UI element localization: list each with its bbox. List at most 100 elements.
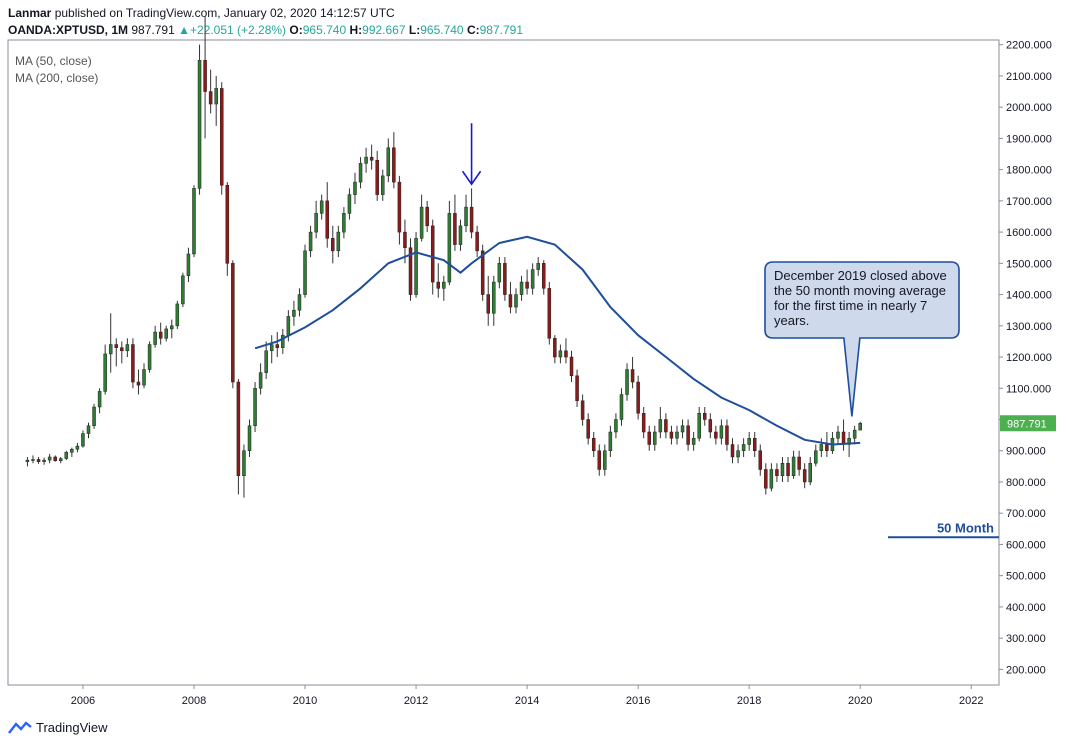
candle-body (775, 469, 779, 476)
callout-text: December 2019 closed above the 50 month … (774, 268, 947, 328)
candle-body (419, 206, 424, 239)
change-value: +22.051 (+2.28%) (189, 23, 287, 37)
candle-body (414, 238, 418, 295)
candle-body (680, 425, 685, 433)
candle-body (686, 425, 690, 445)
candle-body (653, 431, 657, 445)
candle-body (131, 344, 135, 383)
candle-body (75, 445, 80, 450)
x-axis: 2006 2008 2010 2012 2014 2016 2018 2020 2022 (71, 685, 983, 707)
candle-body (408, 247, 413, 295)
candle-body (25, 459, 30, 462)
candle-body (641, 413, 646, 433)
y-tick-label: 1600.000 (1006, 227, 1052, 239)
candle-body (42, 459, 46, 462)
candle-body (247, 425, 252, 451)
candle-body (619, 394, 624, 420)
candle-body (697, 413, 701, 439)
candle-body (564, 350, 568, 358)
open-value: 965.740 (302, 23, 347, 37)
candle-body (314, 213, 318, 233)
ma50-line (254, 235, 861, 446)
candle-body (614, 419, 618, 433)
y-tick-label: 400.000 (1006, 602, 1046, 614)
candle-body (630, 369, 635, 383)
candle-body (197, 60, 202, 189)
price-tag: 987.791 (1000, 415, 1056, 432)
candle-body (625, 369, 629, 395)
candle-body (714, 431, 718, 439)
candle-body (269, 344, 274, 352)
y-tick-label: 2100.000 (1006, 71, 1052, 83)
price-tag-box (1000, 415, 1056, 432)
candle-body (586, 419, 590, 439)
candle-body (192, 188, 196, 255)
candle-body (797, 456, 801, 470)
candle-body (769, 469, 774, 489)
candle-body (164, 328, 168, 339)
candle-body (497, 263, 502, 283)
candle-body (569, 356, 574, 377)
published-line: Lanmar published on TradingView.com, Jan… (8, 6, 395, 20)
high-value: 992.667 (362, 23, 406, 37)
candle-body (142, 369, 146, 386)
candle-body (275, 344, 280, 348)
candle-body (802, 469, 807, 483)
candle-body (825, 444, 829, 451)
candle-body (553, 338, 557, 358)
candle-body (747, 437, 751, 445)
candle-body (647, 431, 651, 445)
candle-body (841, 431, 846, 445)
change-up-icon: ▲ (178, 23, 190, 37)
y-tick-label: 1300.000 (1006, 321, 1052, 333)
high-label: H: (349, 23, 363, 37)
candle-body (486, 294, 490, 314)
candle-body (458, 225, 463, 245)
y-axis: 200.000 300.000 400.000 500.000 600.000 700.0… (999, 40, 1052, 676)
footer-brand[interactable]: TradingView (8, 720, 108, 735)
x-tick-label: 2012 (404, 695, 428, 707)
candle-body (608, 431, 613, 451)
candle-body (503, 263, 507, 295)
x-tick-label: 2006 (71, 695, 95, 707)
indicator-ma50[interactable]: MA (50, close) (15, 54, 92, 68)
y-tick-label: 1700.000 (1006, 196, 1052, 208)
y-tick-label: 1400.000 (1006, 290, 1052, 302)
y-tick-label: 200.000 (1006, 664, 1046, 676)
candle-body (719, 425, 724, 439)
candle-body (580, 400, 585, 420)
candle-body (703, 413, 707, 420)
candle-body (153, 331, 157, 345)
candle-body (64, 452, 69, 459)
candle-body (158, 331, 163, 339)
candle-body (81, 433, 85, 447)
candle-body (136, 381, 141, 386)
candle-body (558, 350, 563, 358)
candle-body (264, 350, 268, 373)
candle-body (342, 213, 346, 233)
candles (25, 16, 862, 498)
candle-body (508, 294, 513, 308)
candle-body (736, 450, 740, 458)
candle-body (336, 231, 341, 252)
candle-body (786, 462, 790, 476)
indicator-ma200[interactable]: MA (200, close) (15, 71, 99, 85)
candle-body (514, 294, 518, 308)
candle-body (691, 437, 696, 445)
candle-body (108, 344, 113, 355)
candle-body (47, 456, 52, 461)
candle-body (547, 288, 552, 339)
candle-body (70, 448, 74, 453)
candle-body (353, 181, 357, 195)
x-tick-label: 2014 (515, 695, 539, 707)
candle-body (170, 325, 174, 330)
candle-body (219, 88, 224, 186)
candle-body (120, 347, 124, 352)
x-tick-label: 2016 (626, 695, 650, 707)
candle-body (125, 344, 130, 352)
candle-body (397, 181, 402, 233)
candle-body (425, 206, 429, 227)
candle-body (708, 419, 713, 433)
candle-body (597, 450, 602, 470)
